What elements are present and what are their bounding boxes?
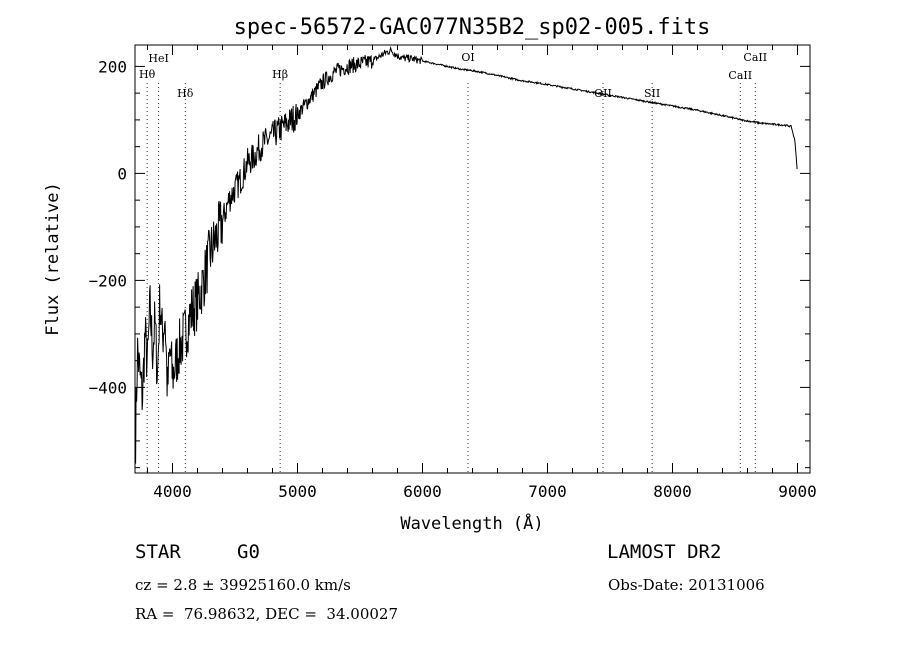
spectral-line-label-4: OI [461,51,474,64]
x-tick-label-2: 6000 [403,482,442,501]
x-tick-label-5: 9000 [778,482,817,501]
obs-date-text: Obs-Date: 20131006 [608,576,765,594]
x-tick-label-1: 5000 [278,482,317,501]
spectrum-line [135,46,798,464]
survey-name: LAMOST DR2 [607,541,722,563]
chart-title: spec-56572-GAC077N35B2_sp02-005.fits [234,15,711,40]
x-tick-label-3: 7000 [528,482,567,501]
y-tick-label-1: −200 [88,271,127,290]
axis-ticks: 4000 5000 6000 7000 8000 9000 −400 −200 0 200 [88,45,817,501]
x-axis-label: Wavelength (Å) [400,512,543,534]
spectral-line-label-2: Hδ [177,87,194,100]
x-tick-label-4: 8000 [653,482,692,501]
y-tick-label-3: 200 [98,57,127,76]
plot-frame [134,44,811,474]
spectral-line-label-7: CaII [728,69,752,82]
y-tick-label-0: −400 [88,378,127,397]
object-class: STAR [135,541,181,563]
spectral-line-label-6: SII [644,87,660,100]
coordinates-text: RA = 76.98632, DEC = 34.00027 [135,605,399,623]
spectral-line-label-0: Hθ [139,68,156,81]
spectral-line-label-3: Hβ [272,68,288,81]
y-tick-label-2: 0 [117,164,127,183]
spectral-line-label-8: CaII [743,51,767,64]
y-axis-label: Flux (relative) [43,182,63,336]
spectral-line-label-1: HeI [148,52,168,65]
object-subclass: G0 [237,541,260,563]
x-tick-label-0: 4000 [153,482,192,501]
redshift-text: cz = 2.8 ± 39925160.0 km/s [135,576,351,594]
